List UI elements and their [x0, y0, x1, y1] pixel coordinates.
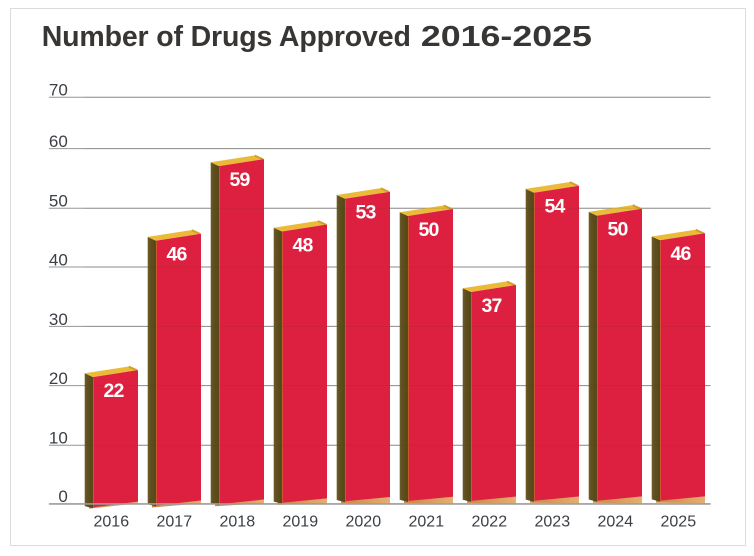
svg-text:40: 40 — [49, 250, 68, 269]
svg-text:Number of Drugs Approved: Number of Drugs Approved — [42, 21, 411, 53]
svg-text:53: 53 — [355, 202, 376, 224]
svg-text:50: 50 — [607, 219, 628, 241]
svg-text:2016: 2016 — [94, 514, 130, 531]
svg-text:2017: 2017 — [157, 514, 193, 531]
svg-text:2020: 2020 — [346, 514, 382, 531]
svg-text:2018: 2018 — [220, 514, 256, 531]
svg-text:2024: 2024 — [598, 514, 634, 531]
svg-text:37: 37 — [481, 295, 501, 317]
svg-text:2021: 2021 — [409, 514, 445, 531]
svg-text:48: 48 — [292, 234, 313, 256]
svg-text:10: 10 — [49, 429, 68, 448]
svg-text:2019: 2019 — [283, 514, 319, 531]
svg-text:2025: 2025 — [661, 514, 697, 531]
svg-text:0: 0 — [58, 487, 67, 506]
svg-text:54: 54 — [544, 196, 565, 218]
svg-text:46: 46 — [670, 243, 691, 265]
svg-text:2022: 2022 — [472, 514, 508, 531]
svg-text:50: 50 — [49, 192, 68, 211]
svg-text:30: 30 — [49, 310, 68, 329]
svg-text:20: 20 — [49, 369, 68, 388]
svg-text:2016-2025: 2016-2025 — [421, 21, 592, 53]
svg-text:2023: 2023 — [535, 514, 571, 531]
svg-text:50: 50 — [418, 219, 439, 241]
svg-text:46: 46 — [166, 244, 187, 266]
svg-text:70: 70 — [49, 81, 68, 100]
svg-text:22: 22 — [103, 380, 124, 402]
svg-text:60: 60 — [49, 132, 68, 151]
svg-text:59: 59 — [229, 169, 250, 191]
